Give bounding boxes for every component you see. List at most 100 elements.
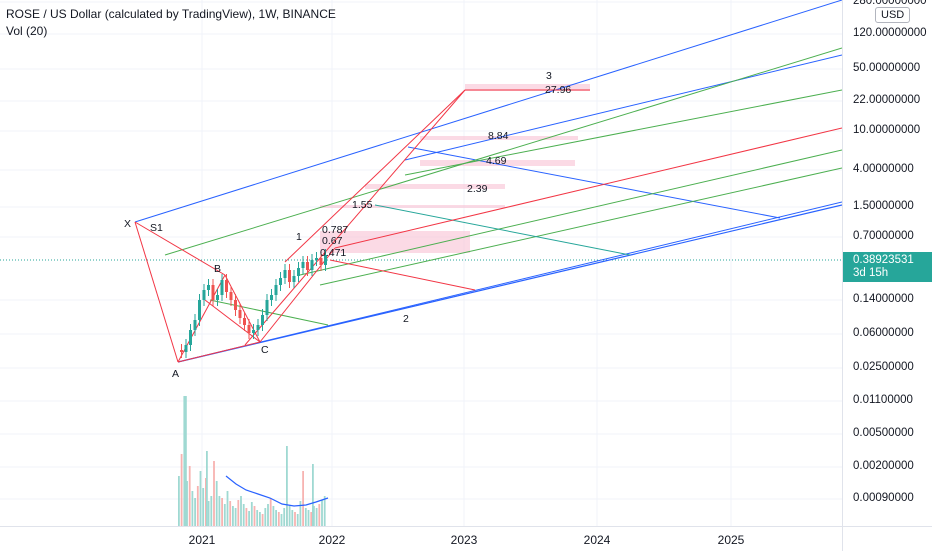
fib-label: 27.96	[545, 84, 571, 96]
candle-body	[198, 300, 201, 320]
volume-bar	[302, 471, 304, 526]
price-tick-label: 0.00090000	[853, 492, 914, 504]
volume-bar	[218, 496, 221, 526]
volume-bar	[280, 514, 283, 526]
candle-body	[292, 276, 296, 282]
candle-body	[211, 285, 215, 300]
candle-body	[315, 258, 318, 260]
candle-body	[202, 290, 206, 300]
candle-body	[279, 278, 282, 285]
candle-body	[220, 280, 224, 295]
candle-body	[324, 255, 327, 265]
price-tick-label: 10.00000000	[853, 124, 921, 136]
volume-bar	[304, 508, 307, 526]
harmonic-leg	[177, 341, 261, 363]
channel-line	[407, 146, 781, 219]
candlesticks	[180, 249, 327, 358]
point-label-c: C	[261, 344, 269, 356]
price-tick-label: 0.70000000	[853, 230, 914, 242]
volume-bar	[205, 478, 207, 526]
fib-level-box	[420, 136, 578, 140]
point-label-b: B	[214, 263, 221, 275]
fib-extension-boxes[interactable]	[320, 84, 590, 253]
candle-body	[229, 292, 233, 300]
currency-badge[interactable]: USD	[875, 7, 911, 23]
price-axis[interactable]: 280.00000000 120.00000000 50.00000000 22.00…	[842, 0, 932, 526]
fib-label: 1.55	[352, 199, 373, 211]
volume-bar	[240, 496, 242, 526]
volume-bar	[183, 396, 186, 526]
volume-bar	[261, 514, 264, 526]
last-price-value: 0.38923531	[853, 254, 914, 266]
drawing-lines[interactable]	[134, 0, 842, 363]
fib-level-box	[420, 160, 575, 166]
time-tick-label: 2021	[188, 533, 216, 547]
harmonic-leg	[134, 221, 226, 276]
fib-level-box	[365, 184, 505, 189]
price-tick-label: 120.00000000	[853, 27, 927, 39]
chart-canvas[interactable]: X S1 A B C 1 2 3 27.96 8.84 4.69 2.39 1.55 0.7870.670…	[0, 0, 842, 526]
candle-body	[247, 325, 251, 333]
volume-bar	[194, 498, 196, 526]
candle-body	[306, 262, 309, 270]
parallel-line	[374, 204, 631, 256]
price-tick-label: 50.00000000	[853, 62, 921, 74]
candle-body	[261, 315, 264, 325]
channel-line-upper	[134, 0, 842, 223]
volume-bar	[250, 502, 253, 526]
volume-bar	[178, 476, 180, 526]
volume-ma-line	[225, 475, 329, 507]
volume-bar	[185, 396, 187, 526]
candle-body	[265, 300, 269, 315]
volume-bar	[206, 451, 208, 526]
parallel-line	[209, 299, 329, 326]
volume-bar	[296, 514, 299, 526]
point-label-x: X	[124, 218, 131, 230]
wave-label-3: 3	[546, 70, 552, 82]
parallel-line	[334, 127, 842, 249]
price-tick-label: 0.06000000	[853, 327, 914, 339]
volume-bar	[253, 506, 256, 526]
candle-body	[256, 325, 260, 330]
volume-bar	[180, 454, 183, 526]
volume-bar	[310, 512, 313, 526]
volume-bar	[256, 510, 259, 526]
volume-bar	[248, 511, 250, 526]
bar-countdown: 3d 15h	[853, 267, 889, 279]
volume-bar	[229, 501, 232, 526]
volume-bar	[223, 504, 226, 526]
time-tick-label: 2022	[318, 533, 346, 547]
candle-body	[225, 280, 228, 292]
symbol-legend[interactable]: ROSE / US Dollar (calculated by TradingV…	[6, 7, 336, 21]
time-tick-label: 2024	[583, 533, 611, 547]
candle-body	[270, 295, 273, 300]
candle-body	[207, 285, 210, 290]
volume-bar	[210, 496, 213, 526]
price-tick-label: 0.00500000	[853, 427, 914, 439]
price-tick-label: 4.00000000	[853, 163, 914, 175]
volume-bar	[312, 464, 314, 526]
volume-bar	[323, 496, 326, 526]
candle-body	[288, 270, 291, 282]
volume-bar	[213, 461, 215, 526]
volume-bar	[234, 508, 237, 526]
volume-bar	[288, 506, 291, 526]
parallel-line	[404, 89, 842, 176]
volume-bar	[321, 500, 323, 526]
point-label-s1: S1	[150, 222, 163, 234]
axis-corner	[842, 526, 932, 551]
harmonic-leg	[204, 299, 261, 343]
price-tick-label: 280.00000000	[853, 0, 927, 7]
candle-body	[319, 258, 323, 265]
volume-bar	[186, 481, 188, 526]
parallel-line	[299, 149, 842, 276]
fib-label: 0.787	[322, 224, 348, 236]
volume-bar	[242, 504, 245, 526]
fib-level-box	[465, 84, 590, 91]
volume-legend[interactable]: Vol (20)	[6, 24, 48, 38]
last-price-label: 0.38923531 3d 15h	[843, 252, 932, 282]
time-axis[interactable]: 2021 2022 2023 2024 2025	[0, 526, 842, 551]
candle-body	[243, 318, 246, 325]
volume-bar	[232, 506, 234, 526]
chart-area[interactable]: X S1 A B C 1 2 3 27.96 8.84 4.69 2.39 1.55 0.787 0.67 0…	[0, 0, 842, 526]
